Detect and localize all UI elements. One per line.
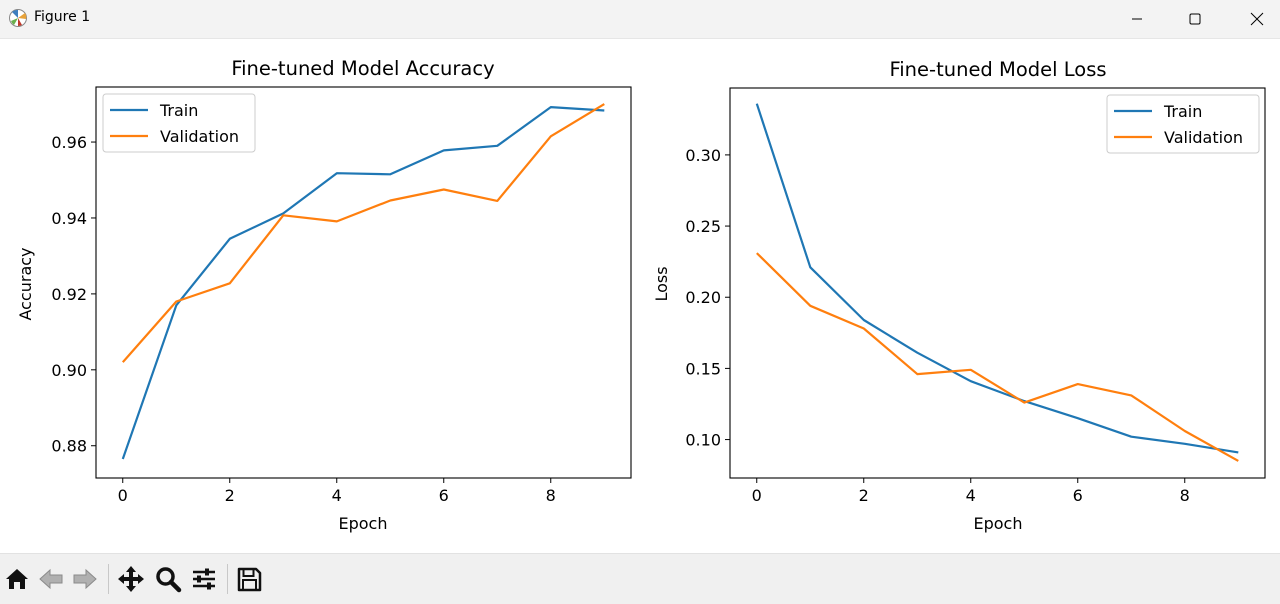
loss-legend-label: Train: [1163, 102, 1202, 121]
toolbar-separator: [227, 564, 228, 594]
figure-svg: Fine-tuned Model Accuracy Epoch Accuracy…: [16, 57, 1266, 533]
accuracy-chart-title: Fine-tuned Model Accuracy: [231, 57, 494, 80]
accuracy-x-tick-label: 6: [439, 486, 449, 505]
forward-arrow-icon: [73, 568, 97, 590]
minimize-icon: [1132, 18, 1142, 20]
loss-x-tick-label: 8: [1180, 486, 1190, 505]
home-button[interactable]: [0, 562, 34, 596]
accuracy-legend-label: Train: [159, 101, 198, 120]
accuracy-x-tick-label: 2: [225, 486, 235, 505]
accuracy-y-tick-label: 0.90: [51, 361, 87, 380]
accuracy-legend: [102, 93, 256, 153]
loss-series-line-validation: [756, 252, 1239, 462]
back-button[interactable]: [34, 562, 68, 596]
accuracy-series-line-validation: [121, 103, 605, 363]
minimize-button[interactable]: [1114, 0, 1160, 38]
loss-legend: [1106, 94, 1260, 154]
accuracy-y-tick-label: 0.88: [51, 437, 87, 456]
accuracy-x-tick-label: 8: [546, 486, 556, 505]
configure-subplots-icon: [193, 568, 215, 590]
loss-series-line-train: [755, 103, 1239, 454]
loss-x-tick-label: 0: [752, 486, 762, 505]
accuracy-axes-frame: [95, 86, 632, 479]
back-arrow-icon: [39, 568, 63, 590]
loss-y-tick-label: 0.10: [685, 431, 721, 450]
zoom-magnifier-icon: [156, 567, 182, 593]
loss-y-tick-label: 0.25: [685, 217, 721, 236]
home-icon: [6, 569, 28, 589]
configure-subplots-button[interactable]: [187, 562, 221, 596]
accuracy-y-tick-label: 0.94: [51, 209, 87, 228]
navigation-toolbar: [0, 553, 1280, 604]
loss-x-tick-label: 2: [859, 486, 869, 505]
accuracy-series-line-train: [121, 105, 605, 460]
save-floppy-icon: [237, 567, 262, 592]
loss-y-tick-label: 0.30: [685, 146, 721, 165]
maximize-button[interactable]: [1172, 0, 1218, 38]
loss-y-axis-label: Loss: [652, 266, 671, 301]
loss-x-tick-label: 4: [966, 486, 976, 505]
accuracy-y-tick-label: 0.92: [51, 285, 87, 304]
accuracy-subplot: Fine-tuned Model Accuracy Epoch Accuracy…: [16, 57, 632, 533]
close-icon: [1250, 12, 1264, 26]
save-button[interactable]: [232, 562, 266, 596]
maximize-icon: [1189, 13, 1201, 25]
loss-x-tick-label: 6: [1073, 486, 1083, 505]
loss-y-tick-label: 0.15: [685, 359, 721, 378]
loss-subplot: Fine-tuned Model Loss Epoch Loss 0 2 4 6 8 0.…: [652, 58, 1266, 533]
toolbar-separator: [108, 564, 109, 594]
accuracy-x-tick-label: 0: [118, 486, 128, 505]
loss-y-tick-label: 0.20: [685, 288, 721, 307]
matplotlib-figure-icon: [9, 9, 27, 27]
forward-button[interactable]: [68, 562, 102, 596]
accuracy-y-tick-label: 0.96: [51, 133, 87, 152]
loss-x-axis-label: Epoch: [974, 514, 1023, 533]
accuracy-x-axis-label: Epoch: [339, 514, 388, 533]
window-titlebar: Figure 1: [0, 0, 1280, 39]
close-button[interactable]: [1234, 0, 1280, 38]
window-title: Figure 1: [34, 9, 91, 25]
figure-canvas[interactable]: Fine-tuned Model Accuracy Epoch Accuracy…: [0, 39, 1280, 551]
accuracy-x-tick-label: 4: [332, 486, 342, 505]
accuracy-y-axis-label: Accuracy: [16, 247, 35, 320]
loss-axes-frame: [729, 87, 1266, 479]
loss-legend-label: Validation: [1164, 128, 1243, 147]
accuracy-legend-label: Validation: [160, 127, 239, 146]
zoom-button[interactable]: [151, 562, 185, 596]
loss-chart-title: Fine-tuned Model Loss: [889, 58, 1106, 81]
pan-button[interactable]: [114, 562, 148, 596]
pan-move-icon: [118, 566, 144, 592]
